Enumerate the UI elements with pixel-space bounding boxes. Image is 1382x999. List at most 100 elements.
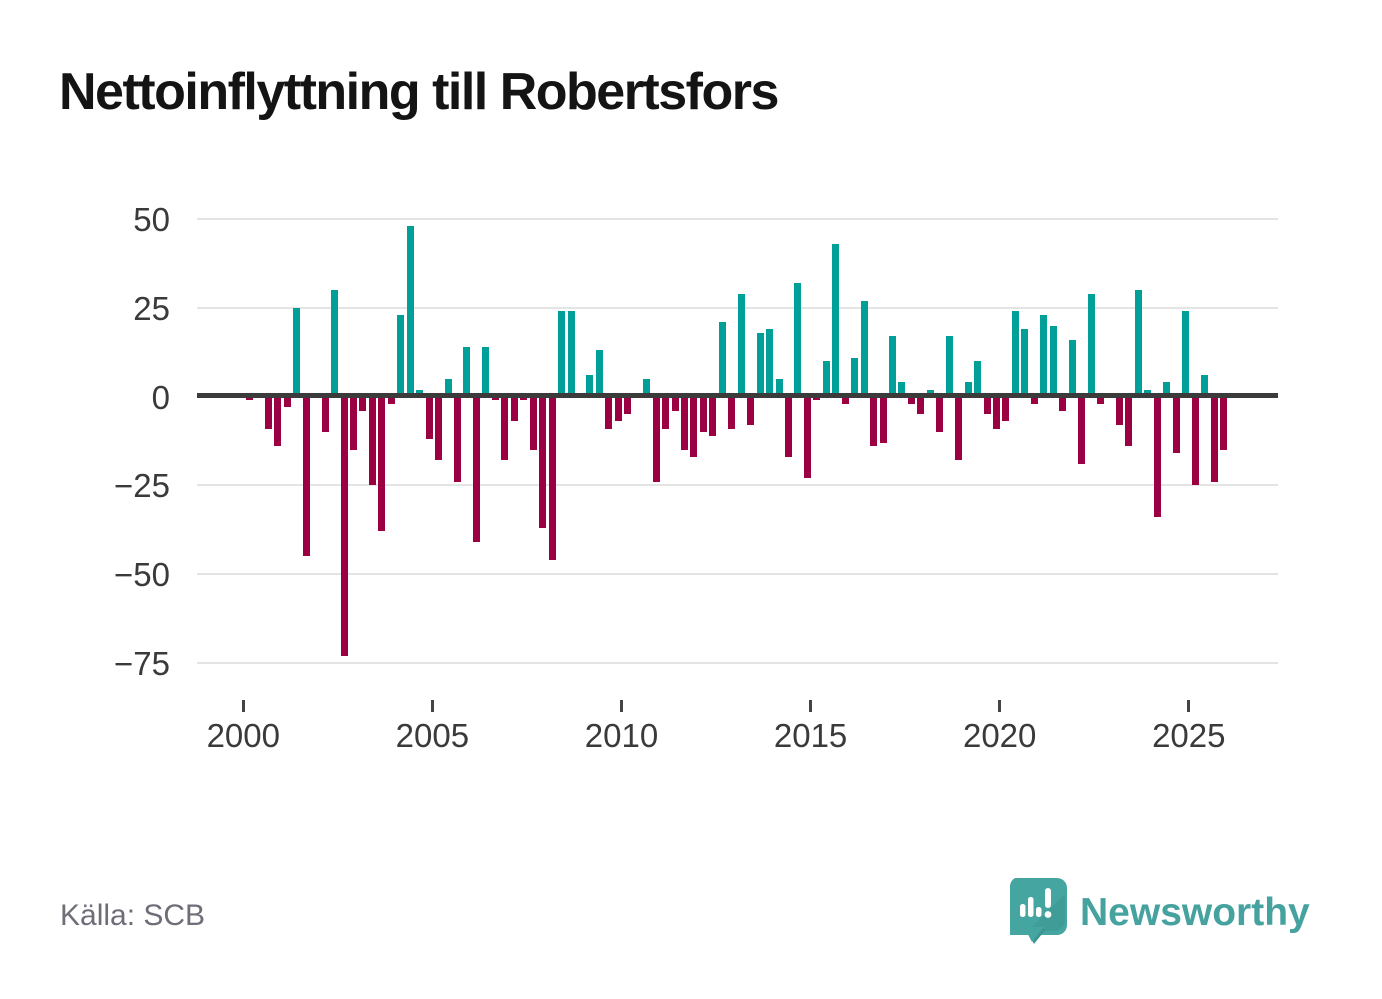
source-note: Källa: SCB [60, 899, 206, 932]
bar-2015-Q4 [841, 396, 849, 404]
bar-2025-Q3 [1210, 396, 1218, 482]
bar-2023-Q1 [1115, 396, 1123, 425]
bar-2020-Q2 [1011, 311, 1019, 397]
bar-2019-Q4 [993, 396, 1001, 429]
bar-2023-Q3 [1134, 290, 1142, 397]
bar-2017-Q3 [907, 396, 915, 404]
bar-2025-Q2 [1201, 375, 1209, 397]
bar-2008-Q3 [567, 311, 575, 397]
bar-2022-Q1 [1078, 396, 1086, 465]
bar-2020-Q3 [1021, 329, 1029, 397]
bar-2021-Q4 [1068, 339, 1076, 397]
bar-2014-Q2 [784, 396, 792, 457]
bar-2007-Q1 [510, 396, 518, 422]
bar-2003-Q3 [378, 396, 386, 532]
bar-2019-Q2 [974, 361, 982, 397]
y-axis-tick-label: −25 [114, 467, 170, 505]
bar-2017-Q4 [917, 396, 925, 415]
bar-2003-Q4 [387, 396, 395, 404]
bar-2006-Q3 [491, 396, 499, 401]
x-axis-tick [241, 700, 245, 712]
bar-2005-Q3 [454, 396, 462, 482]
gridline [197, 573, 1278, 576]
bar-2024-Q2 [1163, 382, 1171, 397]
bar-2018-Q2 [936, 396, 944, 433]
bar-2018-Q4 [955, 396, 963, 461]
bar-2023-Q2 [1125, 396, 1133, 447]
bar-2012-Q1 [699, 396, 707, 433]
bar-2015-Q3 [832, 243, 840, 397]
bar-2006-Q2 [482, 346, 490, 397]
bar-2007-Q4 [539, 396, 547, 528]
bar-2025-Q1 [1191, 396, 1199, 486]
bar-2011-Q3 [680, 396, 688, 450]
bar-2007-Q2 [520, 396, 528, 401]
gridline [197, 218, 1278, 221]
x-axis-tick-label: 2005 [395, 717, 470, 754]
bar-2016-Q3 [870, 396, 878, 447]
bar-2015-Q2 [822, 361, 830, 397]
y-axis-tick-label: −75 [114, 644, 170, 682]
bar-2010-Q4 [652, 396, 660, 482]
bar-2015-Q1 [813, 396, 821, 401]
bar-2004-Q2 [406, 226, 414, 397]
bar-2021-Q1 [1040, 314, 1048, 397]
bar-2017-Q1 [889, 336, 896, 397]
bar-2024-Q4 [1182, 311, 1190, 397]
bar-2000-Q1 [246, 396, 253, 401]
x-axis-tick-label: 2020 [962, 717, 1037, 754]
bar-2001-Q2 [293, 307, 301, 397]
bar-2023-Q4 [1144, 389, 1152, 397]
gridline [197, 306, 1278, 309]
bar-2003-Q1 [359, 396, 367, 411]
bar-2014-Q4 [803, 396, 811, 479]
bar-2004-Q3 [416, 389, 424, 397]
bar-2018-Q3 [945, 336, 953, 397]
bar-2019-Q1 [964, 382, 972, 397]
bar-2022-Q3 [1097, 396, 1105, 404]
bar-2010-Q1 [624, 396, 632, 415]
bar-2009-Q2 [595, 350, 603, 397]
x-axis-tick-label: 2025 [1152, 717, 1226, 754]
x-axis-tick-label: 2000 [206, 717, 280, 754]
bar-2016-Q1 [851, 357, 859, 397]
bar-2021-Q2 [1049, 325, 1057, 397]
newsworthy-logo-icon [1009, 878, 1067, 944]
bar-2002-Q1 [321, 396, 329, 433]
newsworthy-logo: Newsworthy [1008, 874, 1328, 950]
bar-2001-Q1 [283, 396, 291, 408]
bar-2012-Q4 [728, 396, 736, 429]
bar-2013-Q2 [747, 396, 755, 425]
x-axis-tick [1187, 700, 1191, 712]
gridline [197, 661, 1278, 664]
gridline [197, 484, 1278, 487]
bar-2002-Q4 [350, 396, 358, 450]
bar-2025-Q4 [1219, 396, 1227, 450]
bar-2013-Q3 [756, 332, 764, 397]
bar-2004-Q1 [397, 314, 405, 397]
bar-2002-Q3 [340, 396, 348, 656]
bar-2004-Q4 [425, 396, 433, 440]
bar-2017-Q2 [898, 382, 906, 397]
newsworthy-logo-text: Newsworthy [1080, 891, 1310, 934]
bar-2020-Q1 [1002, 396, 1010, 422]
bar-2013-Q4 [766, 329, 774, 397]
bar-2000-Q4 [274, 396, 282, 447]
bar-2013-Q1 [737, 293, 745, 397]
bar-2012-Q3 [718, 322, 726, 397]
x-axis-zero-line [197, 393, 1278, 398]
bar-2016-Q4 [879, 396, 887, 443]
bar-2001-Q3 [302, 396, 310, 557]
bar-2022-Q2 [1087, 293, 1095, 397]
bar-2009-Q3 [605, 396, 613, 429]
bar-2006-Q4 [501, 396, 509, 461]
bar-2019-Q3 [983, 396, 991, 415]
x-axis-tick [809, 700, 813, 712]
bar-2010-Q3 [643, 378, 651, 397]
bar-2002-Q2 [331, 290, 339, 397]
y-axis-tick-label: 50 [133, 201, 170, 239]
bar-2024-Q3 [1172, 396, 1180, 454]
bar-2000-Q3 [264, 396, 272, 429]
x-axis-tick [620, 700, 623, 712]
